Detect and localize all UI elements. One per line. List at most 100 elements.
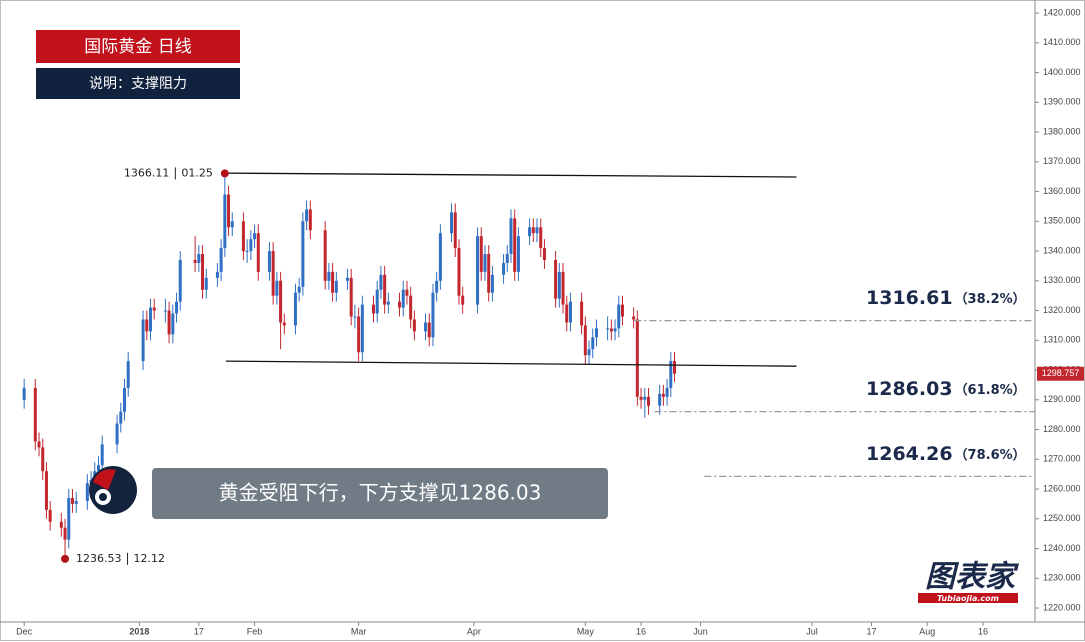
- candle-body: [323, 230, 327, 281]
- candle-body: [398, 301, 402, 308]
- candle-body: [673, 361, 677, 374]
- candle-body: [41, 447, 45, 472]
- candle-body: [457, 248, 461, 296]
- x-tick-label: 17: [866, 626, 876, 636]
- candle-body: [100, 444, 104, 466]
- candle-body: [305, 209, 309, 222]
- x-tick-label: May: [577, 626, 595, 636]
- candle-body: [561, 271, 565, 305]
- candle-body: [215, 271, 219, 278]
- y-tick-label: 1370.000: [1043, 156, 1081, 166]
- x-tick-label: Jul: [806, 626, 818, 636]
- candle-body: [48, 509, 52, 522]
- candle-body: [241, 221, 245, 252]
- candle-body: [119, 411, 123, 424]
- chart-title: 国际黄金 日线: [84, 37, 191, 57]
- x-tick-label: Apr: [467, 626, 481, 636]
- candle-body: [483, 254, 487, 272]
- trend-line: [224, 172, 797, 178]
- candle-body: [383, 274, 387, 305]
- subtitle-box: [36, 68, 240, 99]
- candle-body: [122, 387, 126, 412]
- candle-body: [427, 322, 431, 338]
- candle-body: [528, 227, 532, 237]
- candle-body: [412, 319, 416, 332]
- x-tick-label: Aug: [919, 626, 935, 636]
- avatar-icon: [89, 466, 137, 514]
- candle-body: [279, 280, 283, 323]
- candle-body: [253, 233, 257, 240]
- x-tick-label: Jun: [693, 626, 708, 636]
- candle-body: [115, 423, 119, 445]
- candle-body: [349, 277, 353, 317]
- candle-body: [609, 328, 613, 332]
- candle-body: [227, 194, 231, 228]
- y-tick-label: 1340.000: [1043, 245, 1081, 255]
- candle-body: [401, 289, 405, 308]
- candle-body: [256, 233, 260, 272]
- candle-body: [379, 274, 383, 290]
- candle-body: [282, 322, 286, 326]
- candle-body: [167, 310, 171, 335]
- candle-body: [643, 396, 647, 400]
- candle-body: [293, 292, 297, 326]
- candle-body: [67, 497, 71, 540]
- candle-body: [375, 289, 379, 314]
- level-value: 1316.61: [866, 287, 953, 309]
- candle-body: [505, 254, 509, 263]
- y-tick-label: 1250.000: [1043, 513, 1081, 523]
- candle-body: [583, 325, 587, 356]
- candle-body: [568, 301, 572, 323]
- watermark: 图表家 Tubiaojia.com: [918, 560, 1019, 603]
- y-tick-label: 1360.000: [1043, 186, 1081, 196]
- plot: 1220.000 1230.000 1240.000 1250.000 1260.000…: [16, 7, 1084, 636]
- candle-body: [461, 295, 465, 305]
- y-tick-label: 1230.000: [1043, 573, 1081, 583]
- candle-body: [647, 396, 651, 406]
- candle-body: [661, 393, 665, 397]
- candle-body: [557, 271, 561, 299]
- level-ratio: （38.2%）: [955, 291, 1026, 307]
- candle-body: [360, 304, 364, 353]
- candle-body: [450, 212, 454, 234]
- candle-body: [63, 527, 67, 540]
- candle-body: [490, 274, 494, 293]
- x-tick-label: Feb: [247, 626, 263, 636]
- level-value: 1264.26: [866, 443, 953, 465]
- candle-body: [539, 227, 543, 249]
- candle-body: [230, 221, 234, 228]
- candle-body: [431, 292, 435, 338]
- candle-body: [327, 271, 331, 281]
- y-tick-label: 1240.000: [1043, 543, 1081, 553]
- x-tick-label: 2018: [129, 626, 149, 636]
- level-ratio: （61.8%）: [955, 382, 1026, 398]
- y-tick-label: 1270.000: [1043, 454, 1081, 464]
- candle-body: [424, 322, 428, 332]
- candle-body: [245, 251, 249, 253]
- candle-body: [334, 280, 338, 293]
- candle-body: [37, 441, 41, 448]
- candle-body: [542, 248, 546, 260]
- candle-body: [405, 289, 409, 296]
- candle-body: [271, 251, 275, 296]
- x-tick-label: 17: [194, 626, 204, 636]
- candle-body: [22, 387, 26, 400]
- y-tick-label: 1330.000: [1043, 275, 1081, 285]
- candle-body: [145, 319, 149, 332]
- candle-body: [297, 286, 301, 293]
- candle-body: [44, 471, 48, 510]
- candle-body: [565, 304, 569, 323]
- candle-body: [96, 465, 100, 472]
- candle-body: [502, 262, 506, 275]
- candle-body: [331, 271, 335, 293]
- candle-body: [249, 239, 253, 252]
- candle-body: [33, 387, 37, 442]
- candle-body: [197, 254, 201, 263]
- candle-body: [275, 280, 279, 296]
- candle-body: [74, 500, 78, 504]
- candle-body: [669, 361, 673, 388]
- candle-body: [620, 304, 624, 317]
- candle-body: [617, 304, 621, 329]
